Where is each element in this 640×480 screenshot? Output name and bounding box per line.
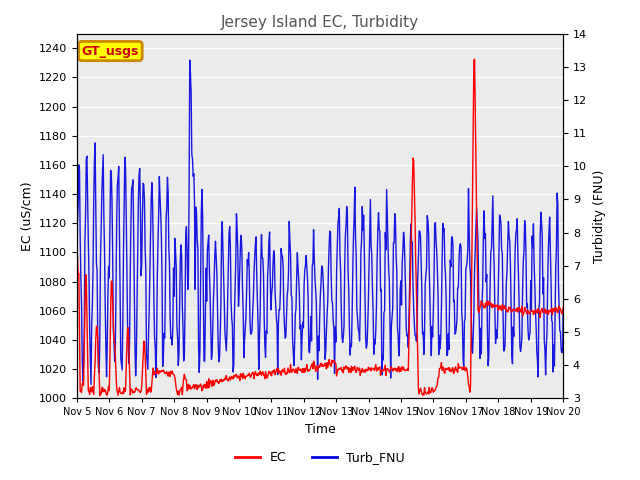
Y-axis label: EC (uS/cm): EC (uS/cm)	[20, 181, 33, 251]
Title: Jersey Island EC, Turbidity: Jersey Island EC, Turbidity	[221, 15, 419, 30]
Legend: EC, Turb_FNU: EC, Turb_FNU	[230, 446, 410, 469]
Text: GT_usgs: GT_usgs	[82, 45, 139, 58]
X-axis label: Time: Time	[305, 423, 335, 436]
Y-axis label: Turbidity (FNU): Turbidity (FNU)	[593, 169, 605, 263]
